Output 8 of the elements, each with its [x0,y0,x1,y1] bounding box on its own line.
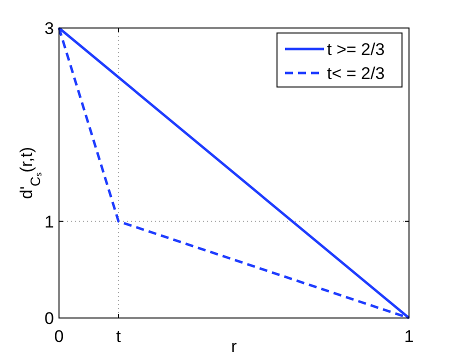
legend-label: t >= 2/3 [327,40,385,59]
y-tick-label: 1 [44,212,54,232]
y-tick-label: 0 [44,309,54,328]
y-tick-label: 3 [44,19,54,38]
x-axis-title: r [231,337,238,356]
x-tick-label: 1 [404,327,414,346]
legend-label: t< = 2/3 [327,64,385,83]
x-tick-label: t [116,327,122,346]
